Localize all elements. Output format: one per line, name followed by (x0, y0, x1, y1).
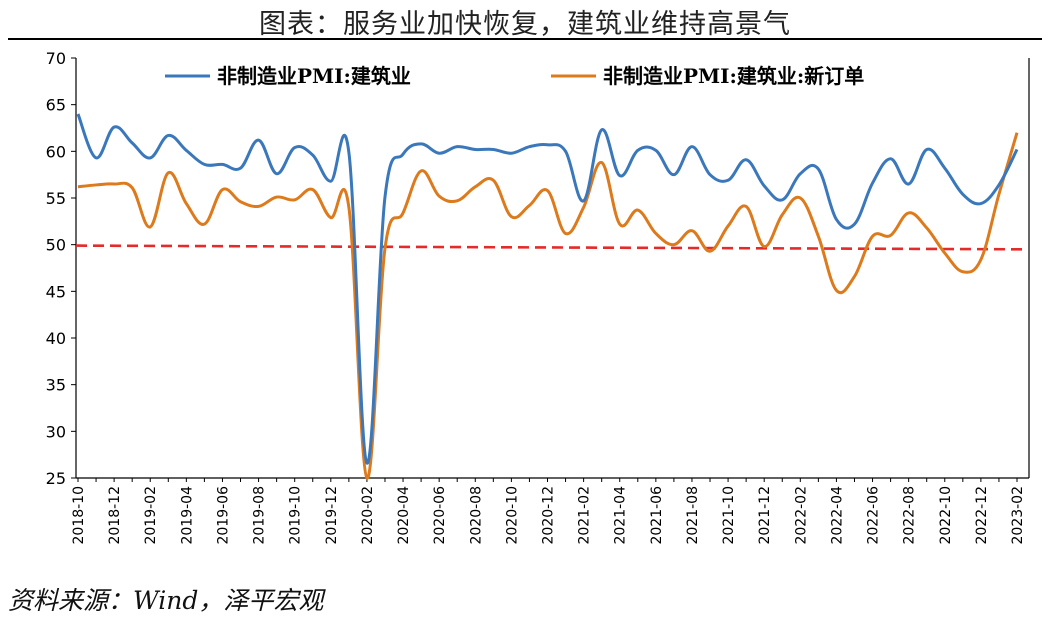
x-tick-label: 2021-02 (577, 486, 593, 545)
legend: 非制造业PMI:建筑业 非制造业PMI:建筑业:新订单 (165, 64, 864, 88)
series-lines (76, 113, 1019, 480)
x-tick-label: 2020-06 (432, 486, 448, 545)
x-tick-label: 2019-08 (252, 486, 268, 545)
y-tick-label: 45 (46, 282, 66, 301)
x-tick-label: 2019-02 (143, 486, 159, 545)
x-tick-label: 2020-08 (468, 486, 484, 545)
x-tick-label: 2021-10 (721, 486, 737, 545)
y-tick-label: 25 (46, 469, 66, 488)
x-tick-label: 2018-12 (107, 486, 123, 545)
x-tick-label: 2022-02 (793, 486, 809, 545)
x-tick-label: 2023-02 (1010, 486, 1026, 545)
y-tick-label: 60 (46, 142, 66, 161)
y-tick-label: 55 (46, 189, 66, 208)
x-tick-label: 2019-10 (288, 486, 304, 545)
x-tick-label: 2019-06 (215, 486, 231, 545)
series-line-construction (76, 113, 1019, 465)
x-tick-label: 2022-08 (902, 486, 918, 545)
y-tick-label: 30 (46, 422, 66, 441)
reference-line-group (75, 244, 1029, 251)
x-tick-label: 2021-12 (757, 486, 773, 545)
x-tick-label: 2019-12 (324, 486, 340, 545)
x-tick-label: 2020-04 (396, 486, 412, 545)
y-tick-label: 70 (46, 49, 66, 68)
x-tick-label: 2022-12 (974, 486, 990, 545)
legend-label: 非制造业PMI:建筑业 (217, 64, 411, 88)
x-tick-label: 2020-02 (360, 486, 376, 545)
figure-title: 图表：服务业加快恢复，建筑业维持高景气 (259, 9, 791, 40)
reference-line-50 (75, 244, 1029, 251)
x-tick-label: 2022-04 (829, 486, 845, 545)
x-tick-label: 2020-10 (504, 486, 520, 545)
x-tick-label: 2022-06 (866, 486, 882, 545)
y-tick-label: 65 (46, 96, 66, 115)
source-note: 资料来源：Wind，泽平宏观 (8, 586, 324, 615)
x-tick-label: 2021-04 (613, 486, 629, 545)
x-tick-label: 2021-06 (649, 486, 665, 545)
x-tick-label: 2020-12 (541, 486, 557, 545)
y-tick-label: 50 (46, 236, 66, 255)
x-tick-label: 2019-04 (179, 486, 195, 545)
y-tick-label: 35 (46, 376, 66, 395)
y-tick-label: 40 (46, 329, 66, 348)
title-divider (8, 38, 1042, 40)
legend-label: 非制造业PMI:建筑业:新订单 (603, 64, 864, 88)
chart-axes: 25 30 35 40 45 50 55 60 65 70 2018-10 2018-12 2019-0… (46, 49, 1030, 545)
x-tick-label: 2021-08 (685, 486, 701, 545)
x-tick-label: 2022-10 (938, 486, 954, 545)
x-tick-label: 2018-10 (71, 486, 87, 545)
series-line-construction-new-orders (77, 132, 1019, 480)
